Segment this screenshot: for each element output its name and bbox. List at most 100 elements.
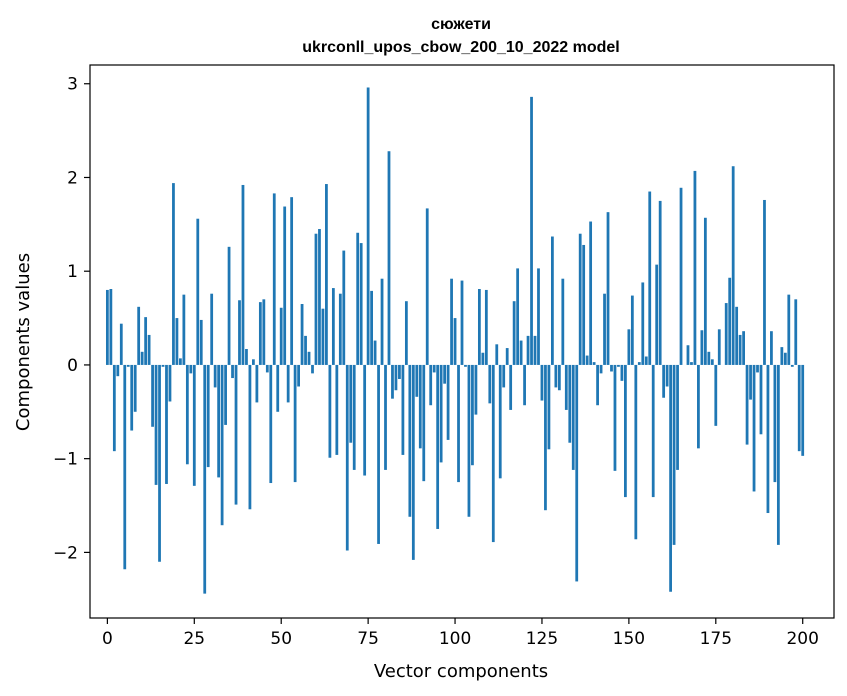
bar [377,364,380,544]
bar [272,193,276,365]
bar [697,364,700,449]
bar [790,364,794,367]
bar [328,364,332,458]
bar [112,364,116,452]
bar [540,364,544,401]
bar [770,331,773,365]
bar [206,364,210,468]
bar [742,331,745,365]
bar [179,358,182,365]
bar [283,206,287,365]
bar [297,364,300,387]
bar [610,364,613,372]
bar [530,96,533,365]
bar [123,364,127,570]
bar [690,362,693,365]
x-tick-label: 175 [700,629,732,649]
bar [411,364,415,560]
bar [248,364,252,510]
bar [192,364,196,486]
bar [408,364,412,517]
bar [662,364,666,398]
bar [401,364,405,455]
y-tick-label: 1 [67,262,78,282]
bar [220,364,224,526]
bar [116,364,120,377]
bar [557,364,561,391]
x-tick-label: 200 [786,629,818,649]
bar [651,364,655,498]
bar [172,183,175,365]
bar [304,335,307,365]
bar [126,364,130,367]
bar [665,364,669,387]
bar [648,191,652,365]
bar [655,264,659,365]
bar [467,364,471,517]
y-axis-ticks: −2 −1 0 1 2 3 [53,75,90,563]
bar [759,364,763,435]
bar [293,364,297,483]
bar [415,364,419,397]
bar [728,277,732,365]
bar [370,290,373,365]
bar [398,364,401,379]
y-axis-label: Components values [13,253,34,431]
bar [488,364,492,404]
bar [446,364,450,440]
bar [672,364,676,545]
x-tick-label: 100 [439,629,471,649]
bar [342,250,346,365]
bar [133,364,137,412]
bar [801,364,805,456]
bar [352,364,356,470]
bar [300,304,304,365]
bar [575,364,579,582]
bar [585,355,589,365]
bar [175,318,179,365]
bar [523,364,526,406]
bar [710,359,714,365]
bar [797,364,801,452]
bar [189,364,193,374]
bar [526,335,530,365]
bar [311,364,314,374]
bar [533,335,537,365]
bar [686,345,690,365]
bar [693,170,697,365]
bar [498,364,502,479]
bar [554,364,558,388]
bar [676,364,679,470]
bar [749,364,752,400]
bar [151,364,154,427]
bar [144,317,148,365]
bar [279,307,283,365]
bar [321,308,325,365]
bar [130,364,134,431]
bar [582,244,586,365]
bar [644,356,648,365]
bar [252,359,255,365]
bar [356,232,360,365]
bar [345,364,349,551]
bar [203,364,207,594]
bar [422,364,426,482]
x-tick-label: 50 [270,629,292,649]
x-tick-label: 25 [183,629,205,649]
y-tick-label: 3 [67,75,78,95]
bar [606,212,610,365]
bar [196,218,200,365]
bar [290,197,294,365]
bar [745,364,749,445]
bar [627,329,631,365]
bar [571,364,575,470]
bar [484,289,488,365]
bar [509,364,513,410]
bar [234,364,238,505]
bar [634,364,638,540]
bar [519,340,523,365]
bar [224,364,227,425]
bar [307,351,311,365]
bar [391,364,394,399]
